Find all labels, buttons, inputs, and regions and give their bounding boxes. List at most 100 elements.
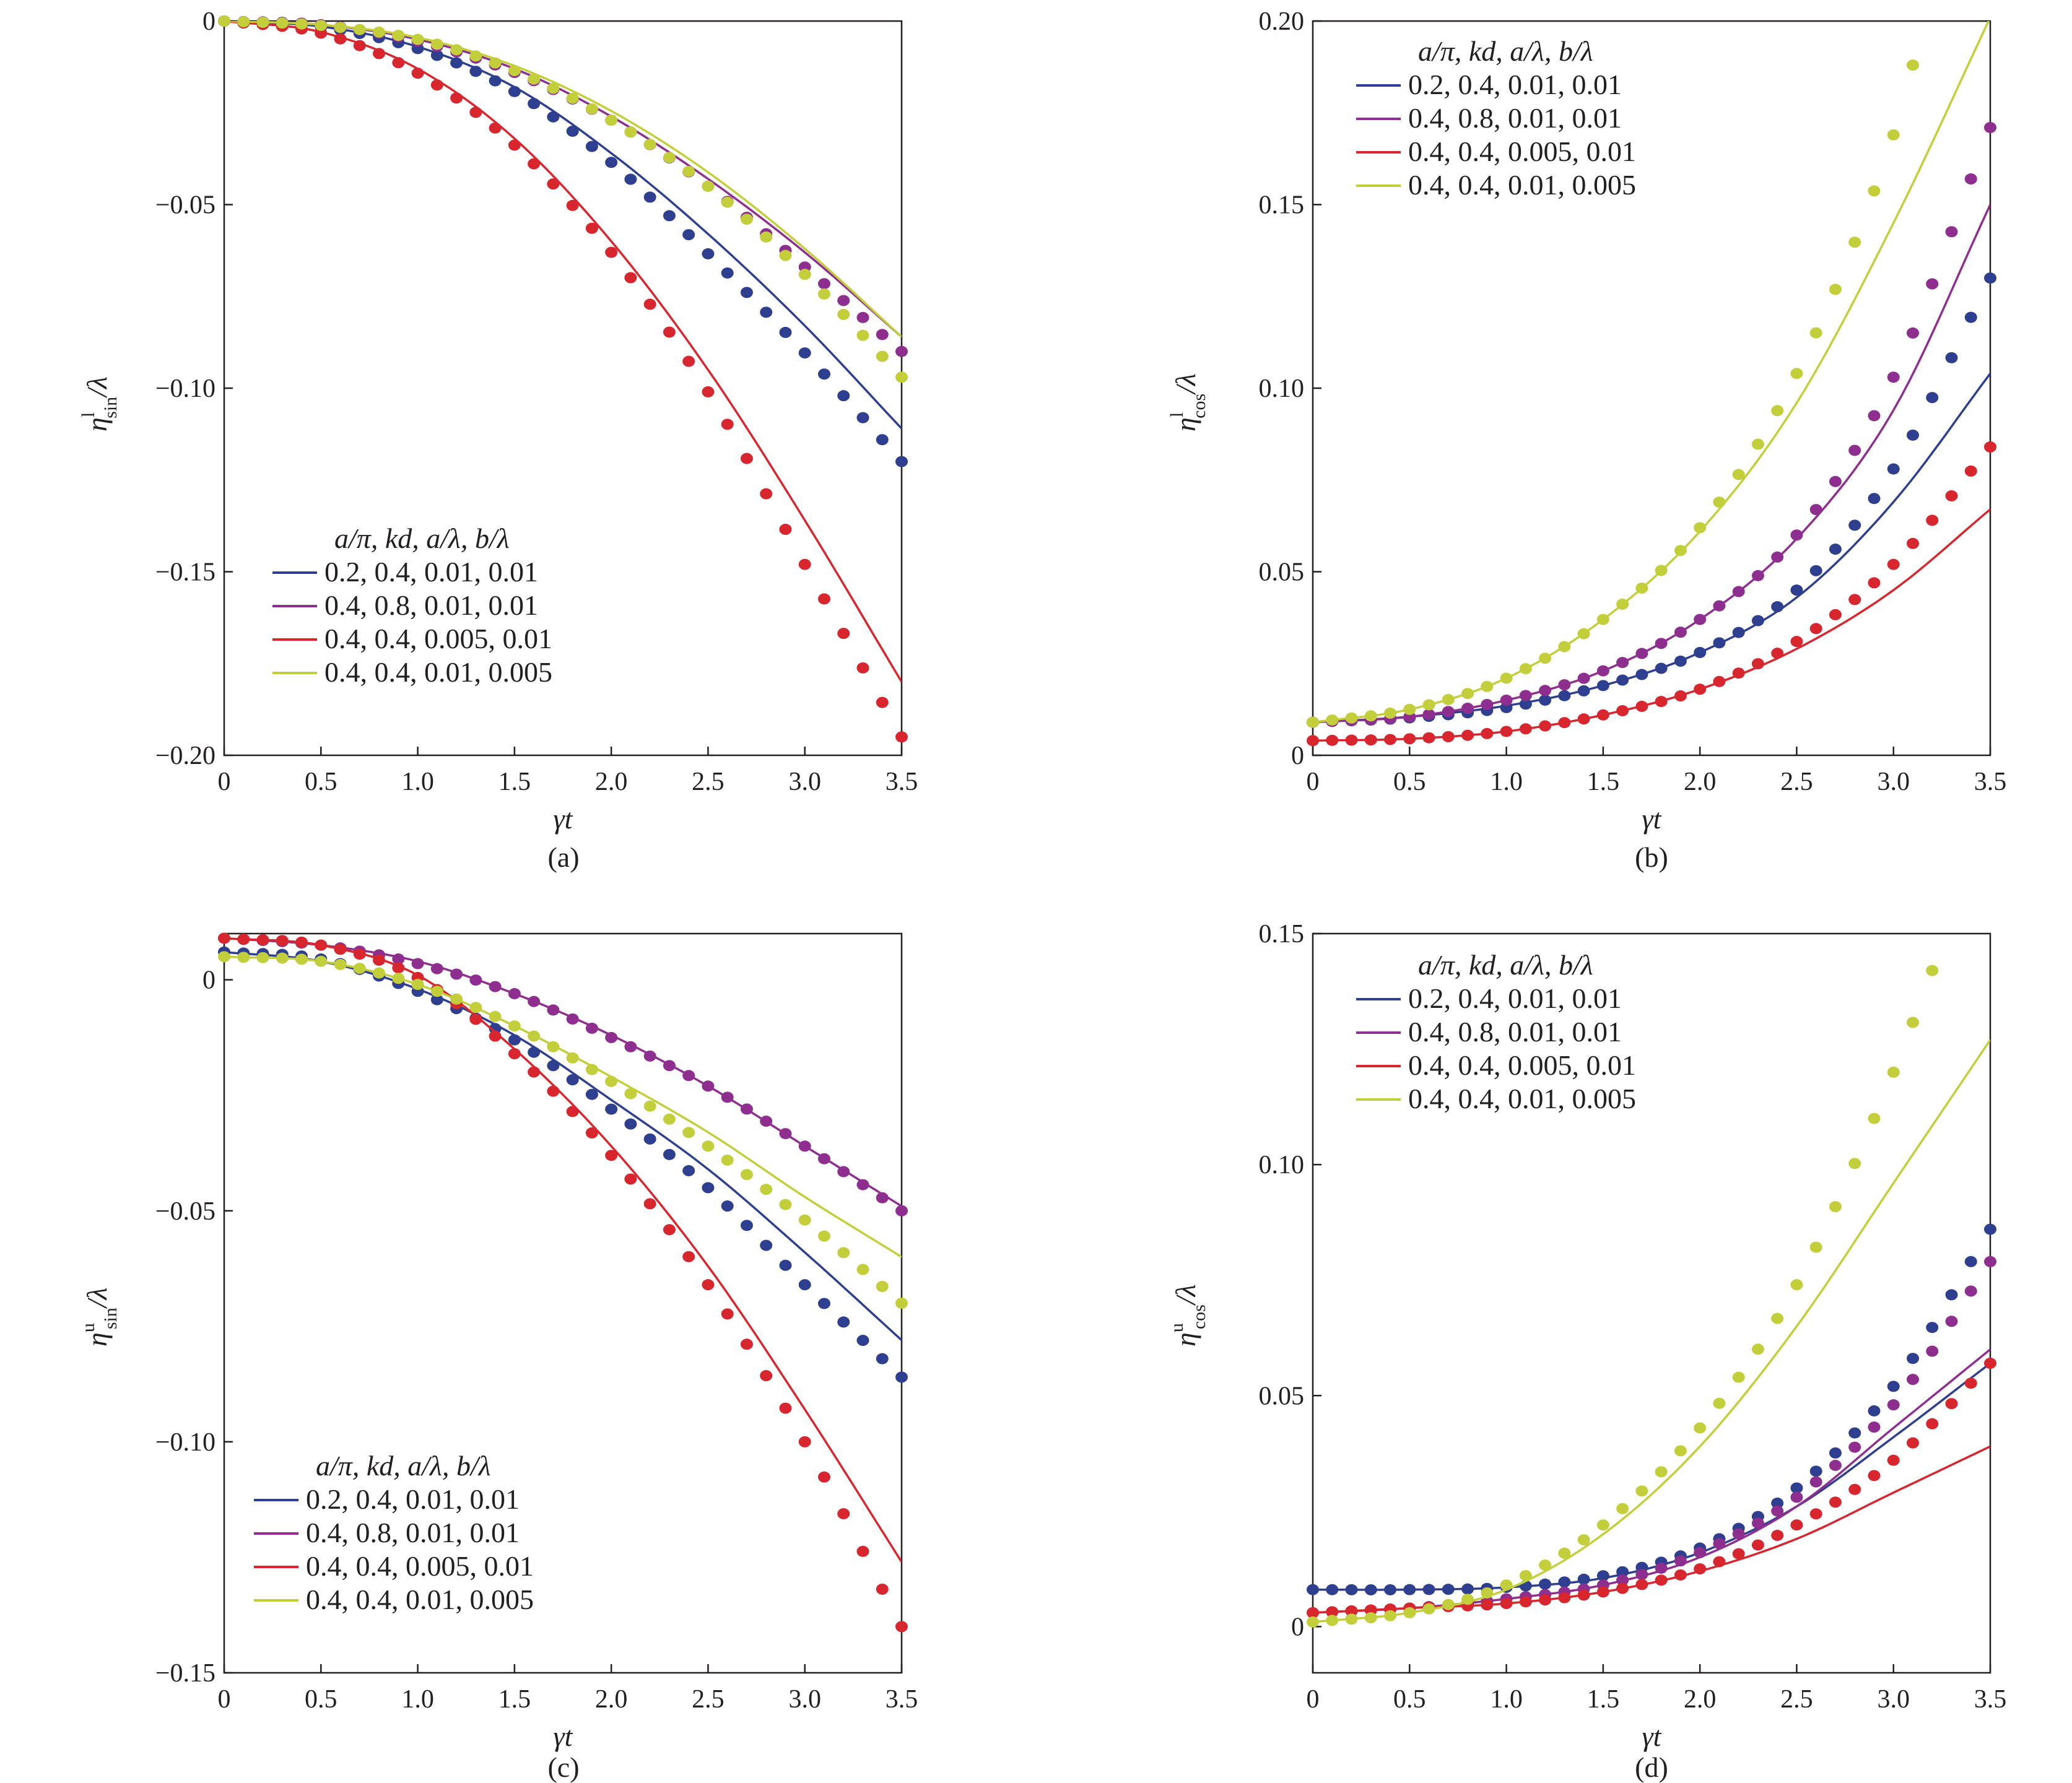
data-point — [528, 158, 541, 170]
panel-label: (a) — [547, 841, 579, 873]
data-point — [1790, 529, 1803, 541]
data-point — [508, 65, 521, 77]
data-point — [411, 979, 424, 991]
data-point — [624, 1173, 637, 1185]
data-point — [469, 50, 482, 62]
data-point — [1906, 1374, 1919, 1386]
data-point — [1732, 469, 1745, 480]
data-point — [702, 1080, 715, 1092]
legend-entry-label: 0.4, 0.4, 0.005, 0.01 — [1408, 1049, 1636, 1081]
data-point — [856, 1179, 869, 1191]
data-point — [740, 214, 753, 225]
data-point — [295, 953, 308, 965]
data-point — [1500, 726, 1513, 737]
data-point — [1771, 1505, 1784, 1517]
data-point — [721, 1091, 734, 1103]
data-point — [1539, 1560, 1552, 1571]
data-point — [1519, 723, 1532, 735]
data-point — [856, 329, 869, 341]
data-point — [856, 1335, 869, 1347]
data-point — [798, 558, 811, 570]
data-point — [740, 1220, 753, 1231]
data-point — [528, 996, 541, 1007]
data-point — [1732, 627, 1745, 638]
data-point — [779, 249, 792, 261]
data-point — [528, 1046, 541, 1058]
data-point — [1887, 463, 1900, 475]
legend-entry-label: 0.4, 0.4, 0.01, 0.005 — [1408, 169, 1636, 201]
data-point — [1868, 493, 1881, 505]
data-point — [817, 278, 830, 290]
data-point — [1558, 679, 1571, 691]
data-point — [1577, 685, 1590, 696]
data-point — [837, 1316, 850, 1328]
data-point — [1945, 490, 1958, 501]
panel-d: 0 0.5 1.0 1.5 2.0 2.5 3.0 3.5 0 0.05 0.10 0.15 γt ηu c… — [1167, 920, 2006, 1783]
panel-c: 0 0.5 1.0 1.5 2.0 2.5 3.0 3.5 0 −0.05 −0.10 −0.15 γt… — [78, 932, 918, 1783]
data-point — [1596, 665, 1609, 677]
data-point — [1984, 121, 1996, 133]
x-tick-label: 3.5 — [1974, 1685, 2007, 1714]
data-point — [1906, 537, 1919, 549]
data-point — [876, 329, 889, 341]
data-point — [779, 1199, 792, 1210]
data-point — [1984, 1223, 1996, 1235]
data-point — [1616, 657, 1629, 669]
data-point — [469, 1002, 482, 1013]
data-point — [1596, 1570, 1609, 1582]
data-point — [469, 974, 482, 986]
x-tick-label: 1.5 — [498, 1685, 531, 1714]
data-point — [315, 27, 328, 39]
data-point — [276, 17, 289, 29]
data-point — [1868, 410, 1881, 422]
data-point — [1694, 614, 1707, 625]
data-point — [1558, 1547, 1571, 1559]
data-point — [1461, 688, 1474, 700]
data-point — [1887, 1381, 1900, 1392]
x-tick-label: 2.5 — [1780, 1685, 1813, 1714]
data-point — [1596, 1519, 1609, 1531]
data-point — [643, 1198, 656, 1210]
data-point — [469, 66, 482, 77]
data-point — [1751, 1517, 1764, 1529]
data-point — [1964, 173, 1977, 185]
data-point — [1442, 693, 1455, 705]
x-tick-label: 0 — [1307, 768, 1320, 796]
data-point — [1616, 1566, 1629, 1577]
data-point — [760, 231, 773, 243]
data-point — [1713, 1538, 1726, 1550]
data-point — [779, 524, 792, 536]
data-point — [643, 1133, 656, 1145]
y-tick-label: −0.15 — [155, 558, 215, 587]
x-tick-label: 0.5 — [1393, 1685, 1426, 1714]
data-point — [895, 731, 908, 743]
data-point — [1964, 311, 1977, 323]
data-point — [1809, 1476, 1822, 1488]
data-point — [702, 248, 715, 259]
data-point — [1635, 582, 1648, 594]
y-tick-label: −0.15 — [155, 1659, 215, 1688]
data-point — [1616, 598, 1629, 610]
data-point — [817, 288, 830, 300]
data-point — [566, 92, 579, 104]
data-point — [876, 1192, 889, 1204]
x-axis-label: γt — [1642, 1720, 1662, 1752]
data-point — [585, 103, 598, 115]
data-point — [566, 1106, 579, 1117]
data-point — [876, 696, 889, 708]
data-point — [721, 267, 734, 279]
data-point — [702, 1279, 715, 1291]
data-point — [1674, 1445, 1687, 1457]
data-point — [276, 952, 289, 964]
data-point — [837, 295, 850, 306]
data-point — [585, 1064, 598, 1075]
data-point — [1771, 405, 1784, 417]
data-point — [856, 662, 869, 674]
data-point — [779, 326, 792, 338]
data-point — [1771, 1530, 1784, 1542]
data-point — [1694, 683, 1707, 695]
data-point — [256, 952, 269, 963]
data-point — [837, 628, 850, 640]
x-axis-label: γt — [1642, 803, 1662, 835]
